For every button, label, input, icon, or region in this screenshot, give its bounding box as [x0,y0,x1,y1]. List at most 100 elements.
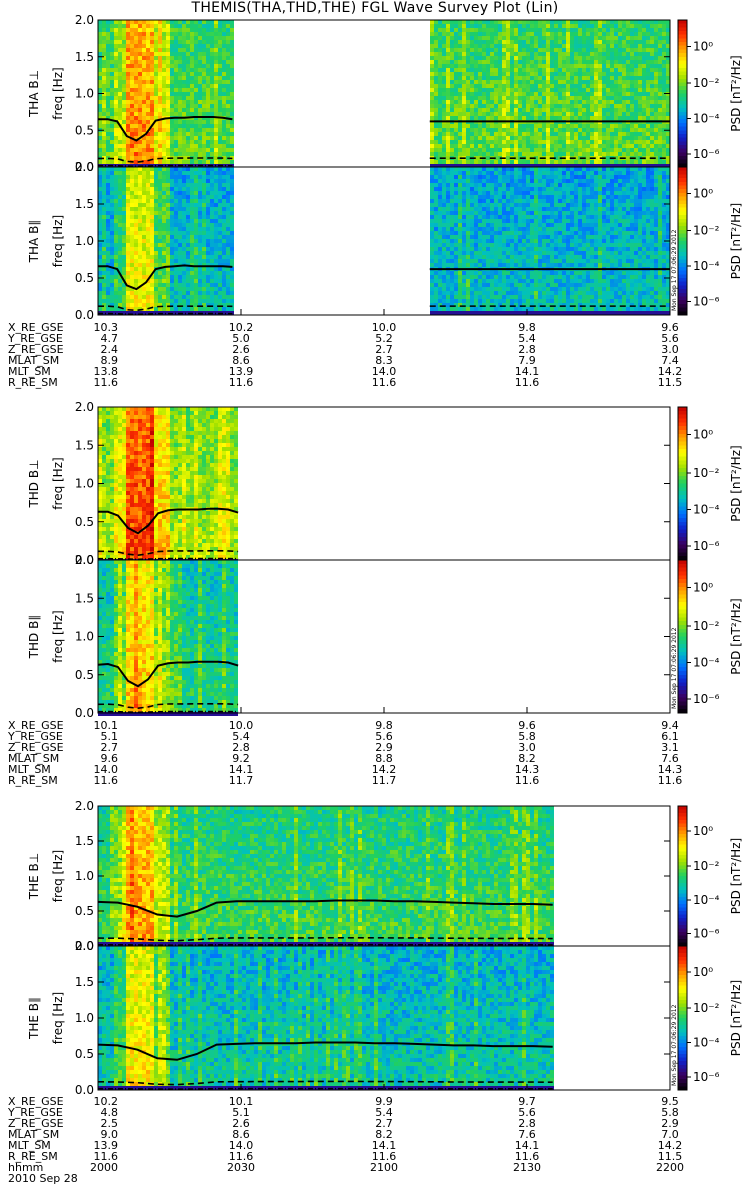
ephemeris-value: 2.9 [375,741,393,754]
ephemeris-label: MLAT_SM [8,1128,59,1141]
colorbar-label: PSD [nT²/Hz] [729,445,743,521]
frequency-trace [97,899,553,918]
ephemeris-label: Z_RE_GSE [8,343,64,356]
frequency-trace-dashdot [97,1087,553,1090]
ephemeris-value: 2.5 [101,1117,119,1130]
timestamp-stamp: Mon Sep 17 07:06:29 2012 [671,229,678,311]
spectrogram-panel: 0.0 0.5 1.0 1.5 2.0 THD B⊥ freq [Hz] 10⁰ 10⁻² 10⁻… [27,400,743,567]
y-tick-label: 0.0 [75,553,94,567]
ephemeris-value: 5.0 [232,332,250,345]
frequency-trace-dashdot [98,557,239,560]
ephemeris-value: 14.0 [229,1139,254,1152]
ephemeris-value: 10.3 [94,321,119,334]
ephemeris-value: 14.2 [658,1139,683,1152]
ephemeris-value: 11.7 [229,774,254,787]
y-tick-label: 0.5 [75,123,94,137]
probe-group-the: 0.0 0.5 1.0 1.5 2.0 THE B⊥ freq [Hz] 10⁰ 10⁻² 10⁻… [7,799,743,1185]
spectrogram-panel: 0.0 0.5 1.0 1.5 2.0 THA B⊥ freq [Hz] 10⁰ 10⁻² 10⁻… [27,13,743,174]
y-tick-label: 0.5 [75,271,94,285]
colorbar-tick-label: 10⁰ [693,187,713,201]
ephemeris-value: 2100 [370,1161,398,1174]
ephemeris-value: 10.1 [94,719,119,732]
y-tick-label: 0.0 [75,1083,94,1097]
y-tick-label: 1.0 [75,630,94,644]
y-tick-label: 0.0 [75,160,94,174]
y-tick-label: 0.5 [75,668,94,682]
y-tick-label: 1.5 [75,197,94,211]
panel-label: THA B⊥ [27,70,41,118]
ephemeris-value: 14.3 [658,763,683,776]
colorbar-label: PSD [nT²/Hz] [729,838,743,914]
y-tick-label: 1.5 [75,591,94,605]
colorbar-tick-label: 10⁻⁴ [693,1035,720,1049]
ephemeris-value: 14.2 [658,365,683,378]
ephemeris-value: 3.0 [661,343,679,356]
ephemeris-value: 11.6 [229,376,254,389]
ephemeris-value: 8.8 [375,752,393,765]
heatmap-cells [98,946,554,1090]
ephemeris-value: 2000 [90,1161,118,1174]
y-axis-label: freq [Hz] [51,992,65,1044]
y-tick-label: 1.0 [75,477,94,491]
probe-group-thd: 0.0 0.5 1.0 1.5 2.0 THD B⊥ freq [Hz] 10⁰ 10⁻² 10⁻… [7,400,743,787]
colorbar-tick-label: 10⁻⁶ [693,539,720,553]
ephemeris-value: 10.0 [372,321,397,334]
frequency-trace [98,116,233,142]
panel-label: THD B∥ [27,615,41,660]
ephemeris-label: MLT_SM [8,1139,51,1152]
ephemeris-value: 9.6 [661,321,679,334]
ephemeris-value: 13.8 [94,365,119,378]
frequency-trace [97,660,239,688]
frequency-trace-dashdot [98,312,233,315]
colorbar-frame [677,166,688,316]
colorbar-label: PSD [nT²/Hz] [729,598,743,674]
ephemeris-value: 8.2 [375,1128,393,1141]
ephemeris-label: R_RE_SM [8,376,58,389]
colorbar-tick-label: 10⁻⁶ [693,1070,720,1084]
ephemeris-value: 6.1 [661,730,679,743]
timestamp-stamp: Mon Sep 17 07:06:29 2012 [671,627,678,709]
frequency-trace [98,264,233,291]
panel-label: THE B⊥ [27,853,41,900]
panel-label: THA B∥ [27,220,41,264]
ephemeris-value: 2130 [513,1161,541,1174]
ephemeris-value: 2.9 [661,1117,679,1130]
frequency-trace-dashdot [98,943,553,946]
colorbar-tick-label: 10⁻⁶ [693,147,720,161]
panel-label: THE B∥ [27,997,41,1040]
ephemeris-value: 5.6 [375,730,393,743]
y-tick-label: 1.0 [75,1011,94,1025]
ephemeris-value: 2.7 [101,741,119,754]
colorbar-tick-label: 10⁻² [693,619,720,633]
ephemeris-value: 14.1 [372,1139,397,1152]
date-label: 2010 Sep 28 [8,1172,78,1185]
ephemeris-value: 8.9 [101,354,119,367]
spectrogram-panel: 0.0 0.5 1.0 1.5 2.0 THA B∥ freq [Hz] 10⁰ 10⁻² 10⁻… [27,160,743,322]
ephemeris-value: 14.1 [515,1139,540,1152]
ephemeris-value: 9.2 [232,752,250,765]
ephemeris-value: 5.1 [101,730,119,743]
ephemeris-value: 7.4 [661,354,679,367]
ephemeris-label: R_RE_SM [8,774,58,787]
colorbar-tick-label: 10⁻² [693,466,720,480]
ephemeris-value: 7.6 [661,752,679,765]
y-tick-label: 0.5 [75,515,94,529]
ephemeris-value: 4.7 [101,332,119,345]
frequency-trace-dashed [97,1080,553,1086]
ephemeris-value: 11.7 [372,774,397,787]
heatmap-cells [98,20,670,168]
colorbar-tick-label: 10⁻⁶ [693,295,720,309]
ephemeris-value: 11.5 [658,376,683,389]
y-axis-label: freq [Hz] [51,457,65,509]
heatmap-cells [98,407,238,563]
colorbar-tick-label: 10⁰ [693,428,713,442]
ephemeris-value: 5.4 [232,730,250,743]
ephemeris-value: 9.9 [375,1095,393,1108]
y-tick-label: 1.5 [75,834,94,848]
ephemeris-value: 9.6 [101,752,119,765]
colorbar-frame [677,559,688,714]
colorbar-tick-label: 10⁻⁴ [693,111,720,125]
ephemeris-label: MLAT_SM [8,752,59,765]
